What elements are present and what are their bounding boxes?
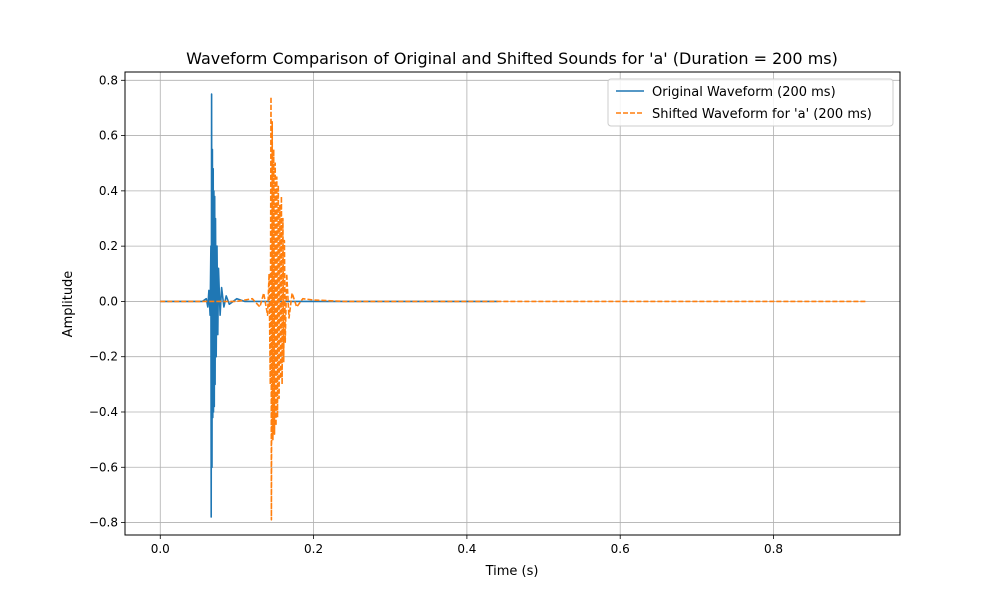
y-tick-label: 0.8 [99, 73, 118, 87]
plot-series [160, 93, 866, 521]
y-tick-label: 0.6 [99, 129, 118, 143]
series-line-shifted [160, 96, 866, 521]
x-tick-label: 0.0 [151, 542, 170, 556]
legend: Original Waveform (200 ms) Shifted Wavefo… [607, 78, 894, 127]
x-tick-label: 0.6 [611, 542, 630, 556]
y-tick-label: 0.4 [99, 184, 118, 198]
y-tick-label: −0.6 [89, 460, 118, 474]
x-tick-label: 0.8 [764, 542, 783, 556]
plot-frame [124, 71, 901, 536]
y-tick-label: −0.4 [89, 405, 118, 419]
legend-label: Shifted Waveform for 'a' (200 ms) [652, 107, 872, 122]
x-tick-label: 0.2 [304, 542, 323, 556]
legend-box [607, 78, 894, 127]
x-axis-label: Time (s) [485, 564, 539, 579]
x-tick-label: 0.4 [457, 542, 476, 556]
legend-label: Original Waveform (200 ms) [652, 85, 836, 100]
y-tick-label: −0.2 [89, 350, 118, 364]
y-axis-label: Amplitude [61, 271, 76, 338]
axis-ticks: 0.0 0.2 0.4 0.6 0.8 −0.8 −0.6 −0.4 −0.2 0.0 0.2 0.4… [89, 73, 783, 556]
y-tick-label: −0.8 [89, 516, 118, 530]
y-tick-label: 0.2 [99, 239, 118, 253]
chart-title: Waveform Comparison of Original and Shif… [186, 49, 838, 68]
y-tick-label: 0.0 [99, 294, 118, 308]
